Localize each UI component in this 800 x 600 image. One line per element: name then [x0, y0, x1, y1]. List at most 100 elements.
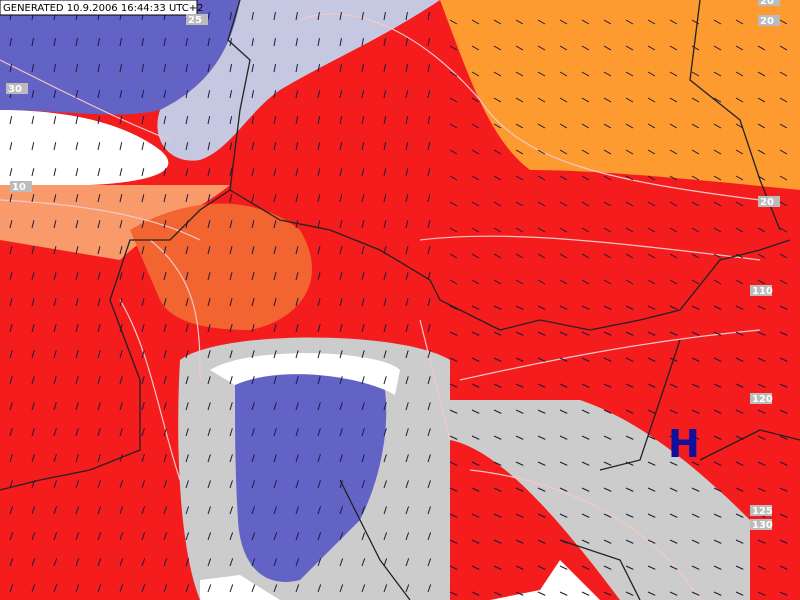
wind-arrow [31, 116, 35, 125]
wind-arrow [295, 116, 299, 125]
wind-arrow [405, 272, 409, 281]
wind-arrow [317, 194, 321, 203]
wind-arrow [735, 253, 744, 259]
wind-arrow [559, 279, 568, 285]
wind-arrow [603, 435, 612, 440]
wind-arrow [493, 435, 502, 440]
wind-arrow [757, 435, 766, 440]
wind-arrow [361, 12, 364, 21]
wind-arrow [207, 90, 211, 99]
wind-arrow [361, 402, 365, 411]
wind-arrow [515, 591, 524, 596]
wind-arrow [339, 116, 343, 125]
wind-arrow [31, 64, 35, 73]
wind-arrow [207, 12, 210, 21]
wind-arrow [141, 558, 146, 567]
wind-arrow [735, 305, 744, 310]
wind-arrow [295, 64, 299, 73]
contour-label: 30 [8, 84, 22, 95]
wind-arrow [185, 220, 189, 229]
wind-arrow [207, 324, 211, 333]
wind-arrow [163, 532, 168, 541]
wind-arrow [229, 532, 234, 541]
wind-arrow [207, 454, 211, 463]
wind-arrow [603, 331, 612, 336]
wind-arrow [427, 272, 431, 281]
wind-arrow [471, 383, 480, 388]
wind-arrow [295, 480, 299, 489]
wind-arrow [119, 506, 124, 515]
wind-arrow [163, 506, 168, 515]
wind-arrow [471, 97, 480, 103]
pressure-center: H [668, 422, 700, 466]
wind-arrow [31, 428, 35, 437]
wind-arrow [75, 298, 79, 307]
wind-arrow [493, 591, 502, 596]
wind-arrow [449, 279, 458, 285]
wind-arrow [163, 324, 167, 333]
wind-arrow [603, 409, 612, 414]
wind-arrow [97, 90, 101, 99]
wind-arrow [339, 220, 343, 229]
wind-arrow [53, 246, 57, 255]
wind-arrow [515, 435, 524, 440]
wind-arrow [251, 142, 255, 151]
wind-arrow [361, 64, 365, 73]
wind-arrow [383, 454, 387, 463]
wind-arrow [669, 227, 678, 233]
wind-arrow [119, 168, 123, 177]
wind-arrow [691, 253, 700, 259]
wind-arrow [185, 142, 189, 151]
wind-arrow [273, 376, 277, 385]
wind-arrow [53, 272, 57, 281]
wind-arrow [647, 357, 656, 362]
wind-arrow [383, 298, 387, 307]
wind-arrow [339, 272, 343, 281]
wind-arrow [647, 253, 656, 259]
wind-arrow [669, 357, 678, 362]
wind-arrow [53, 376, 57, 385]
wind-arrow [97, 350, 101, 359]
wind-arrow [405, 376, 409, 385]
wind-arrow [537, 97, 546, 103]
wind-arrow [735, 409, 744, 414]
wind-arrow [493, 123, 502, 129]
wind-arrow [779, 149, 788, 155]
wind-arrow [295, 168, 299, 177]
wind-arrow [669, 435, 678, 440]
wind-arrow [185, 324, 189, 333]
wind-arrow [691, 331, 700, 336]
wind-arrow [625, 487, 634, 492]
wind-arrow [97, 168, 101, 177]
wind-arrow [427, 506, 432, 515]
wind-arrow [581, 227, 590, 233]
wind-arrow [735, 565, 744, 570]
wind-arrow [647, 435, 656, 440]
wind-arrow [119, 194, 123, 203]
wind-arrow [537, 513, 546, 518]
wind-arrow [295, 272, 299, 281]
wind-arrow [295, 324, 299, 333]
wind-arrow [53, 428, 57, 437]
wind-arrow [735, 45, 744, 51]
wind-arrow [75, 194, 79, 203]
white-band [210, 353, 400, 395]
wind-arrow [405, 116, 409, 125]
wind-arrow [559, 305, 568, 310]
wind-arrow [317, 532, 322, 541]
wind-arrow [713, 539, 722, 544]
wind-arrow [75, 168, 79, 177]
wind-arrow [97, 116, 101, 125]
wind-arrow [493, 71, 502, 77]
wind-arrow [163, 558, 168, 567]
wind-arrow [361, 142, 365, 151]
wind-arrow [757, 357, 766, 362]
wind-arrow [75, 532, 80, 541]
wind-arrow [779, 435, 788, 440]
wind-arrow [75, 376, 79, 385]
wind-arrow [735, 201, 744, 207]
wind-arrow [625, 565, 634, 570]
wind-arrow [427, 454, 431, 463]
wind-arrow [647, 201, 656, 207]
